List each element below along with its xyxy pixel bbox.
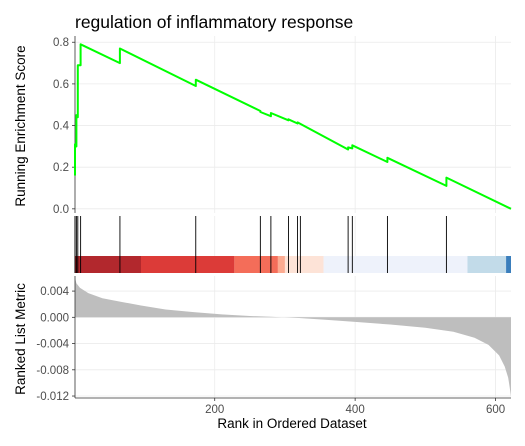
rank-y-tick-label: -0.012 bbox=[36, 391, 69, 403]
running-enrichment-line bbox=[74, 43, 512, 210]
es-y-tick-label: 0.2 bbox=[53, 162, 69, 174]
rank-band-segment bbox=[140, 256, 235, 273]
rank-band-segment bbox=[277, 256, 285, 273]
ranked-list-area bbox=[75, 278, 511, 397]
rank-band-segment bbox=[506, 256, 511, 273]
rank-band-segment bbox=[467, 256, 507, 273]
es-y-tick-label: 0.6 bbox=[53, 79, 69, 91]
running-enrichment-axis-label: Running Enrichment Score bbox=[13, 45, 28, 206]
rank-band-segment bbox=[284, 256, 324, 273]
ranked-list-axis-label: Ranked List Metric bbox=[13, 283, 28, 395]
rank-y-tick-label: 0.000 bbox=[40, 312, 69, 324]
x-tick-label: 600 bbox=[486, 404, 505, 416]
ranked-list-panel: 0.004 0.000 -0.004 -0.008 -0.012 200 400 600 bbox=[36, 276, 511, 416]
running-enrichment-panel: 0.0 0.2 0.4 0.6 0.8 bbox=[53, 36, 512, 216]
rank-y-tick-label: 0.004 bbox=[40, 286, 69, 298]
x-tick-label: 400 bbox=[346, 404, 365, 416]
rank-band-segment bbox=[75, 256, 141, 273]
rank-y-tick-label: -0.004 bbox=[36, 339, 69, 351]
x-tick-label: 200 bbox=[205, 404, 224, 416]
rank-y-tick-label: -0.008 bbox=[36, 365, 69, 377]
x-axis-label: Rank in Ordered Dataset bbox=[217, 416, 367, 431]
rank-band-segment bbox=[234, 256, 278, 273]
rank-color-band bbox=[74, 256, 511, 273]
chart-title: regulation of inflammatory response bbox=[75, 12, 353, 32]
es-y-tick-label: 0.4 bbox=[53, 121, 70, 133]
es-y-tick-label: 0.0 bbox=[53, 204, 69, 216]
es-y-tick-label: 0.8 bbox=[53, 37, 69, 49]
rank-band-segment bbox=[323, 256, 468, 273]
